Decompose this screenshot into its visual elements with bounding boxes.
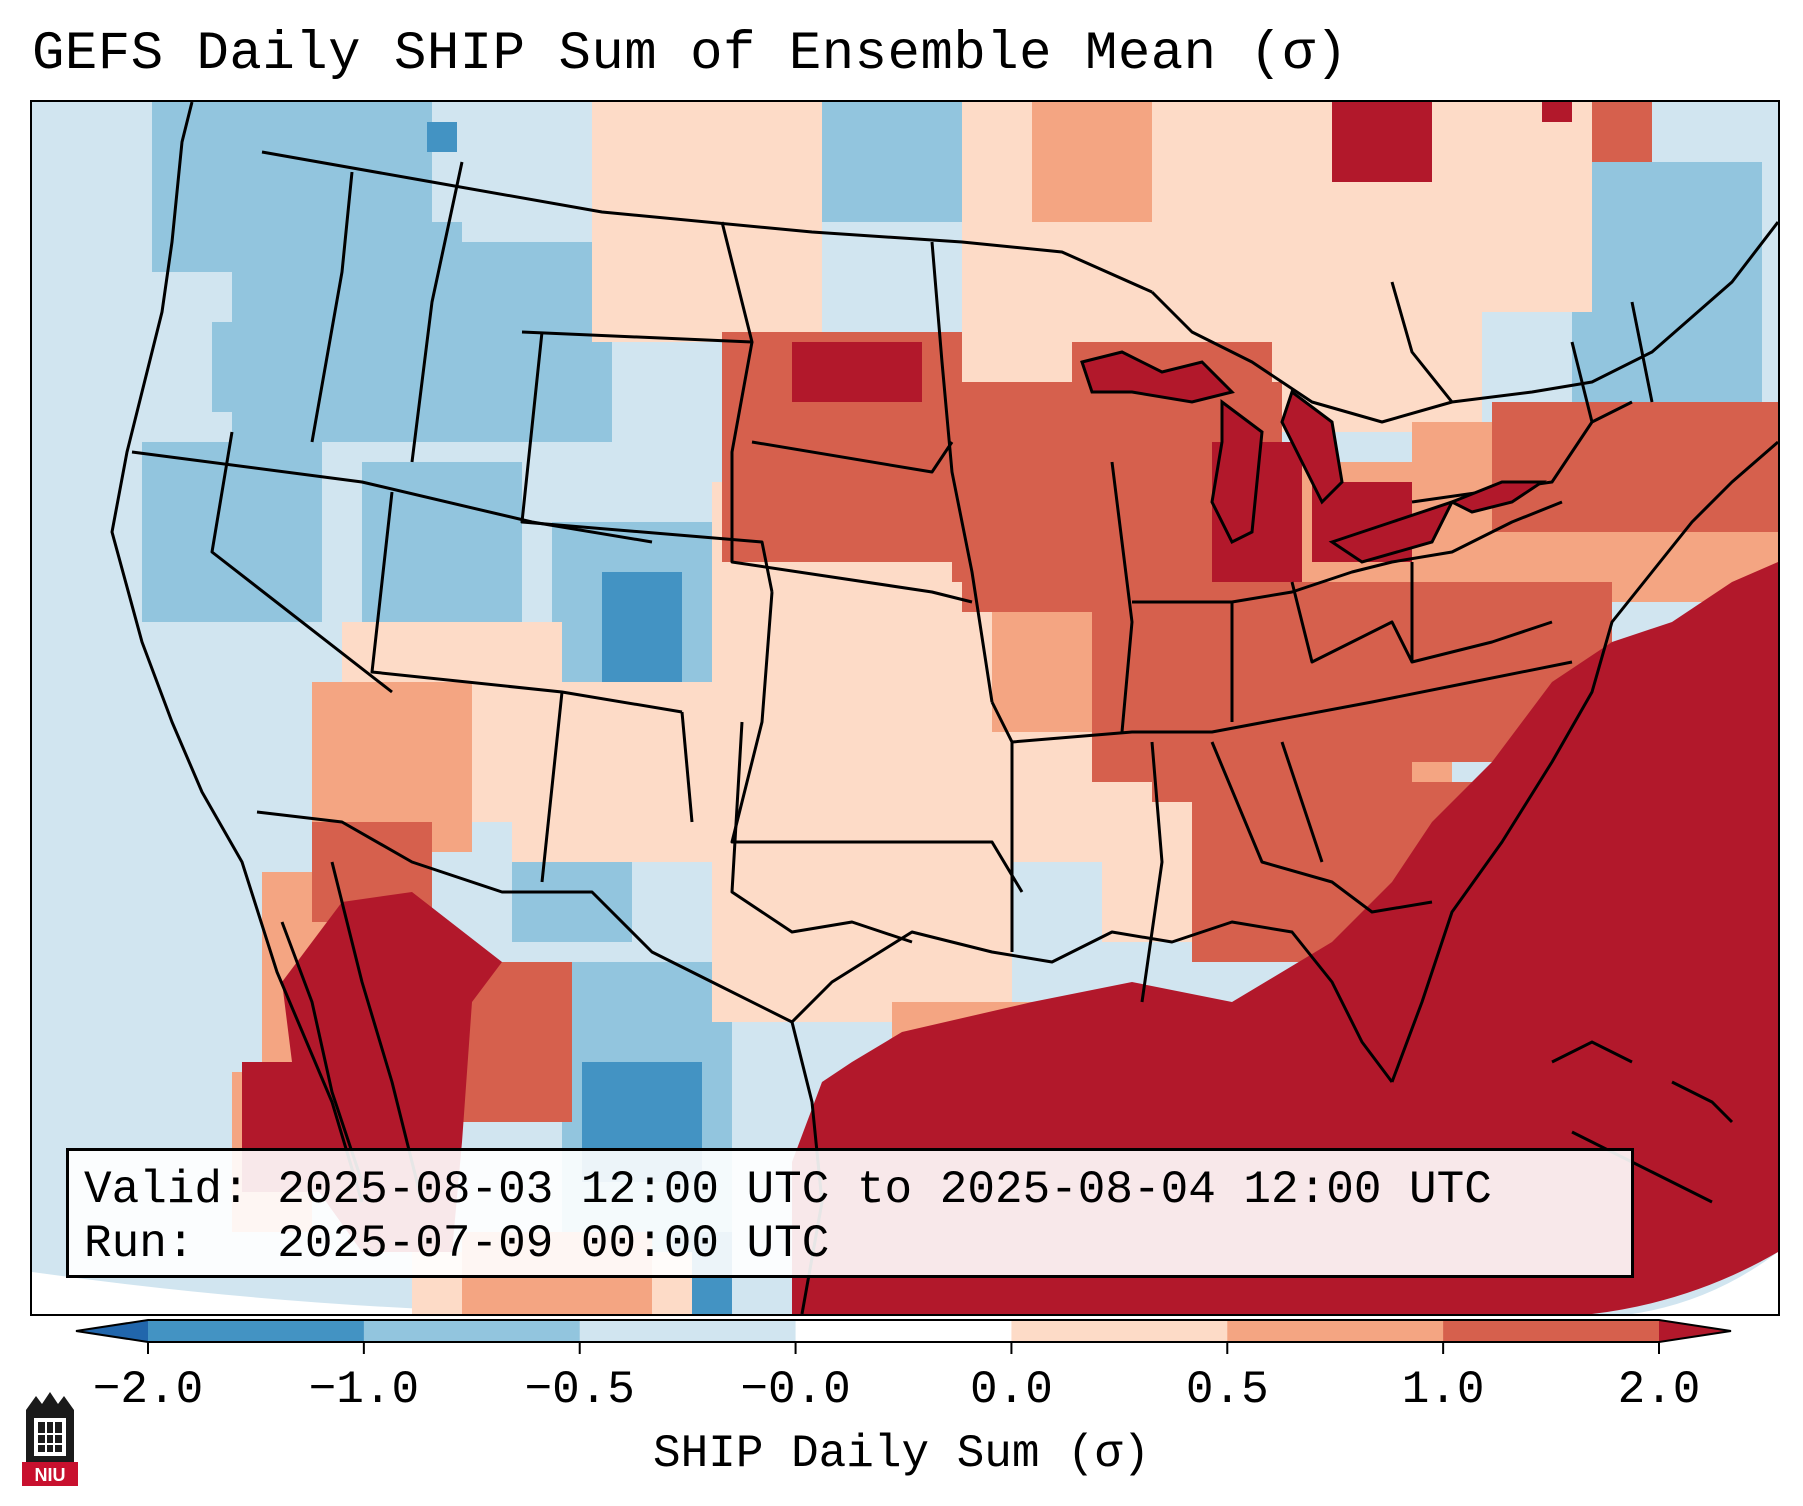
niu-logo: NIU xyxy=(22,1392,78,1486)
valid-label: Valid: xyxy=(84,1164,250,1216)
logo-text: NIU xyxy=(35,1465,66,1485)
colorbar-segment xyxy=(1011,1320,1228,1342)
colorbar-segment xyxy=(1443,1320,1660,1342)
run-label: Run: xyxy=(84,1218,195,1270)
colorbar-segment xyxy=(795,1320,1012,1342)
colorbar-segment xyxy=(148,1320,365,1342)
colorbar-tick-label: 0.5 xyxy=(1185,1364,1269,1416)
colorbar-label: SHIP Daily Sum (σ) xyxy=(653,1428,1150,1480)
colorbar-tick-marks xyxy=(147,1342,1660,1354)
colorbar-tick-label: 0.0 xyxy=(970,1364,1053,1416)
great-lakes xyxy=(1080,350,1547,564)
run-row: Run: 2025-07-09 00:00 UTC xyxy=(84,1217,1631,1271)
projection-edge-left xyxy=(32,1272,632,1314)
projection-edge-right xyxy=(1632,1252,1778,1314)
colorbar-tick-label: 1.0 xyxy=(1401,1364,1485,1416)
colorbar-tick-label: −1.0 xyxy=(308,1364,420,1416)
colorbar-extend-low xyxy=(76,1320,148,1342)
colorbar-tick-label: 2.0 xyxy=(1617,1364,1701,1416)
colorbar-tick-label: −2.0 xyxy=(92,1364,204,1416)
valid-run-info-box: Valid: 2025-08-03 12:00 UTC to 2025-08-0… xyxy=(66,1148,1634,1278)
colorbar-segment xyxy=(579,1320,797,1342)
colorbar-tick-label: −0.5 xyxy=(524,1364,635,1416)
run-value: 2025-07-09 00:00 UTC xyxy=(277,1218,830,1270)
colorbar-tick-label: −0.0 xyxy=(740,1364,851,1416)
colorbar-segment xyxy=(363,1320,581,1342)
chart-title: GEFS Daily SHIP Sum of Ensemble Mean (σ) xyxy=(32,24,1349,85)
valid-value: 2025-08-03 12:00 UTC to 2025-08-04 12:00… xyxy=(277,1164,1492,1216)
map-canvas xyxy=(32,102,1778,1314)
valid-row: Valid: 2025-08-03 12:00 UTC to 2025-08-0… xyxy=(84,1163,1631,1217)
state-boundaries xyxy=(110,102,1778,1314)
map-panel xyxy=(30,100,1780,1316)
colorbar-extend-high xyxy=(1659,1320,1731,1342)
colorbar-segments xyxy=(148,1320,1660,1342)
colorbar-segment xyxy=(1227,1320,1444,1342)
colorbar xyxy=(75,1319,1732,1354)
